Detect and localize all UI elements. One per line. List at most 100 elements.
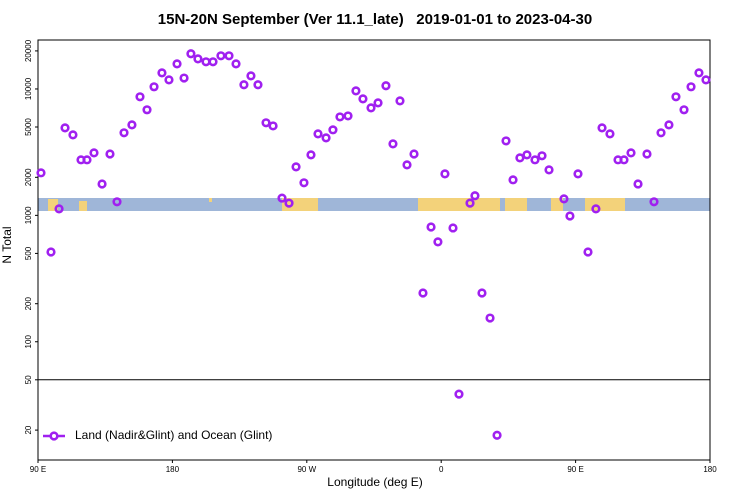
point bbox=[492, 430, 502, 440]
point bbox=[679, 105, 689, 115]
point bbox=[253, 80, 263, 90]
point bbox=[208, 57, 218, 67]
point bbox=[97, 179, 107, 189]
point bbox=[701, 75, 711, 85]
point bbox=[544, 165, 554, 175]
point bbox=[448, 223, 458, 233]
point bbox=[335, 112, 345, 122]
point bbox=[402, 160, 412, 170]
point bbox=[686, 82, 696, 92]
land-shape bbox=[418, 198, 500, 211]
point bbox=[46, 247, 56, 257]
point bbox=[530, 155, 540, 165]
point bbox=[619, 155, 629, 165]
point bbox=[328, 125, 338, 135]
point bbox=[583, 247, 593, 257]
point bbox=[343, 111, 353, 121]
point bbox=[36, 168, 46, 178]
point bbox=[418, 288, 428, 298]
land-shape bbox=[79, 201, 87, 211]
point bbox=[157, 68, 167, 78]
point bbox=[60, 123, 70, 133]
point bbox=[573, 169, 583, 179]
point bbox=[373, 98, 383, 108]
point bbox=[268, 121, 278, 131]
point bbox=[105, 149, 115, 159]
x-tick-label: 90 E bbox=[567, 465, 583, 474]
y-tick-label: 10000 bbox=[24, 77, 33, 100]
point bbox=[591, 204, 601, 214]
point bbox=[656, 128, 666, 138]
ocean-band bbox=[38, 198, 710, 211]
land-shape bbox=[209, 198, 212, 202]
point bbox=[501, 136, 511, 146]
point bbox=[277, 193, 287, 203]
point bbox=[142, 105, 152, 115]
point bbox=[454, 389, 464, 399]
point bbox=[626, 148, 636, 158]
y-tick-label: 100 bbox=[24, 335, 33, 349]
point bbox=[395, 96, 405, 106]
point bbox=[426, 222, 436, 232]
x-tick-label: 90 E bbox=[30, 465, 46, 474]
point bbox=[515, 153, 525, 163]
point bbox=[522, 150, 532, 160]
point bbox=[694, 68, 704, 78]
x-tick-label: 0 bbox=[439, 465, 444, 474]
point bbox=[671, 92, 681, 102]
legend-marker bbox=[49, 431, 59, 441]
legend-label: Land (Nadir&Glint) and Ocean (Glint) bbox=[75, 428, 272, 442]
y-tick-label: 50 bbox=[24, 375, 33, 384]
plot-frame bbox=[37, 39, 711, 461]
point bbox=[224, 51, 234, 61]
land-shape bbox=[48, 199, 58, 211]
point bbox=[127, 120, 137, 130]
point bbox=[633, 179, 643, 189]
point bbox=[597, 123, 607, 133]
point bbox=[54, 204, 64, 214]
point bbox=[149, 82, 159, 92]
y-tick-label: 20000 bbox=[24, 39, 33, 62]
land-shape bbox=[551, 198, 563, 211]
point bbox=[381, 81, 391, 91]
point bbox=[291, 162, 301, 172]
point bbox=[172, 59, 182, 69]
x-tick-label: 180 bbox=[703, 465, 717, 474]
point bbox=[313, 129, 323, 139]
point bbox=[433, 237, 443, 247]
point bbox=[186, 49, 196, 59]
x-axis-label: Longitude (deg E) bbox=[327, 475, 422, 489]
point bbox=[358, 94, 368, 104]
y-tick-label: 200 bbox=[24, 296, 33, 310]
point bbox=[508, 175, 518, 185]
point bbox=[485, 313, 495, 323]
point bbox=[565, 211, 575, 221]
point bbox=[642, 149, 652, 159]
point bbox=[82, 155, 92, 165]
y-tick-label: 500 bbox=[24, 246, 33, 260]
point bbox=[284, 198, 294, 208]
y-tick-label: 2000 bbox=[24, 168, 33, 186]
point bbox=[321, 133, 331, 143]
point bbox=[179, 73, 189, 83]
point bbox=[366, 103, 376, 113]
point bbox=[477, 288, 487, 298]
point bbox=[306, 150, 316, 160]
point bbox=[465, 198, 475, 208]
point bbox=[135, 92, 145, 102]
point bbox=[119, 128, 129, 138]
y-tick-label: 1000 bbox=[24, 206, 33, 224]
point bbox=[664, 120, 674, 130]
point bbox=[89, 148, 99, 158]
chart-title: 15N-20N September (Ver 11.1_late) 2019-0… bbox=[158, 11, 592, 28]
point bbox=[649, 197, 659, 207]
point bbox=[261, 118, 271, 128]
point bbox=[559, 194, 569, 204]
point bbox=[351, 86, 361, 96]
point bbox=[193, 54, 203, 64]
point bbox=[164, 75, 174, 85]
point bbox=[605, 129, 615, 139]
point bbox=[231, 59, 241, 69]
point bbox=[537, 151, 547, 161]
y-tick-label: 20 bbox=[24, 425, 33, 434]
